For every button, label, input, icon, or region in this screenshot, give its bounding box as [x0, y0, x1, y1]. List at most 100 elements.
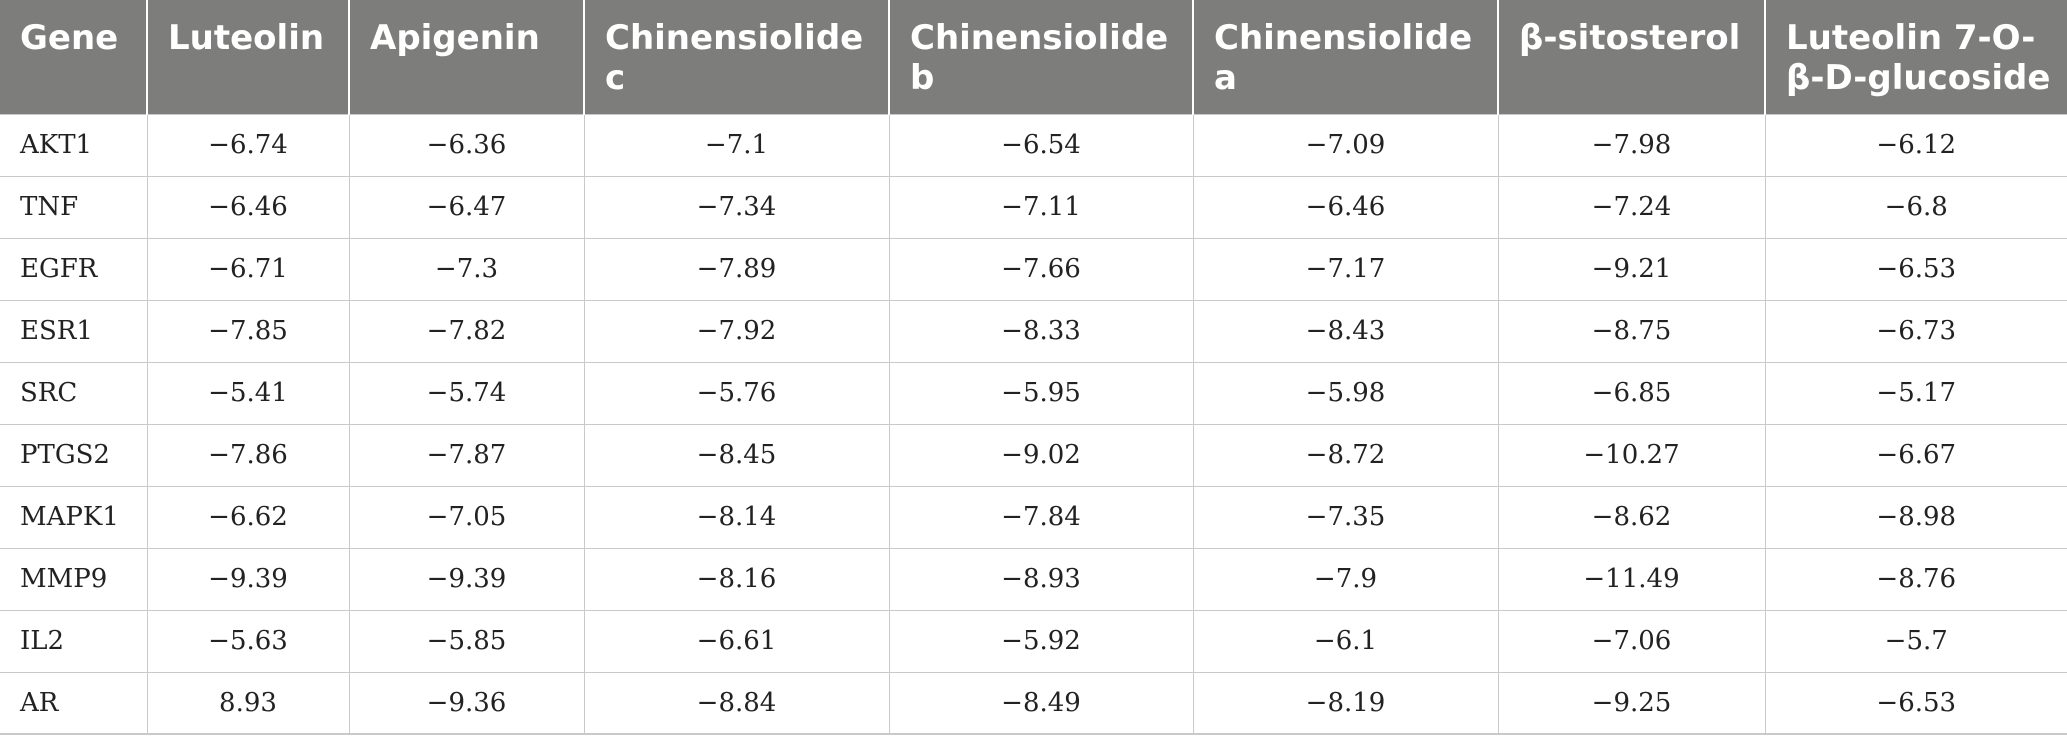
docking-score-cell: −8.93 — [888, 547, 1194, 611]
docking-score-cell: −7.3 — [348, 237, 585, 301]
table-row: TNF −6.46 −6.47 −7.34 −7.11 −6.46 −7.24 −6.8 — [0, 175, 2067, 239]
docking-score-cell: −6.53 — [1764, 237, 2067, 301]
docking-score-cell: −6.53 — [1764, 671, 2067, 735]
docking-score-cell: −8.98 — [1764, 485, 2067, 549]
docking-score-cell: −6.8 — [1764, 175, 2067, 239]
docking-score-cell: −7.34 — [583, 175, 890, 239]
table-row: AR 8.93 −9.36 −8.84 −8.49 −8.19 −9.25 −6.53 — [0, 671, 2067, 735]
header-cell-chinensiolide-a: Chinensiolide a — [1192, 0, 1499, 114]
gene-name-cell: EGFR — [0, 237, 148, 301]
gene-name-cell: AKT1 — [0, 113, 148, 177]
docking-score-cell: −7.05 — [348, 485, 585, 549]
table-row: MAPK1 −6.62 −7.05 −8.14 −7.84 −7.35 −8.62 −8.98 — [0, 485, 2067, 549]
docking-score-cell: −8.16 — [583, 547, 890, 611]
docking-score-cell: −5.41 — [146, 361, 350, 425]
docking-score-cell: −8.45 — [583, 423, 890, 487]
header-cell-gene: Gene — [0, 0, 148, 114]
docking-score-cell: −10.27 — [1497, 423, 1766, 487]
docking-score-cell: −8.76 — [1764, 547, 2067, 611]
docking-score-cell: −7.87 — [348, 423, 585, 487]
docking-score-cell: −9.39 — [348, 547, 585, 611]
docking-score-cell: −6.36 — [348, 113, 585, 177]
gene-name-cell: MAPK1 — [0, 485, 148, 549]
docking-score-cell: −6.61 — [583, 609, 890, 673]
docking-score-cell: −7.98 — [1497, 113, 1766, 177]
docking-score-cell: −7.09 — [1192, 113, 1499, 177]
docking-score-cell: −5.63 — [146, 609, 350, 673]
gene-name-cell: PTGS2 — [0, 423, 148, 487]
docking-score-cell: −7.11 — [888, 175, 1194, 239]
docking-score-cell: −7.9 — [1192, 547, 1499, 611]
docking-score-cell: −7.35 — [1192, 485, 1499, 549]
docking-score-cell: −6.46 — [1192, 175, 1499, 239]
table-row: IL2 −5.63 −5.85 −6.61 −5.92 −6.1 −7.06 −5.7 — [0, 609, 2067, 673]
docking-score-cell: 8.93 — [146, 671, 350, 735]
table-header: Gene Luteolin Apigenin Chinensiolide c C… — [0, 0, 2067, 114]
table-row: PTGS2 −7.86 −7.87 −8.45 −9.02 −8.72 −10.27 −6.6… — [0, 423, 2067, 487]
docking-score-cell: −5.98 — [1192, 361, 1499, 425]
docking-score-cell: −7.86 — [146, 423, 350, 487]
header-cell-luteolin-glucoside: Luteolin 7-O-β-D-glucoside — [1764, 0, 2067, 114]
docking-score-cell: −9.02 — [888, 423, 1194, 487]
gene-name-cell: MMP9 — [0, 547, 148, 611]
docking-score-cell: −5.17 — [1764, 361, 2067, 425]
header-cell-apigenin: Apigenin — [348, 0, 585, 114]
docking-score-cell: −5.95 — [888, 361, 1194, 425]
docking-score-cell: −5.76 — [583, 361, 890, 425]
docking-score-cell: −7.84 — [888, 485, 1194, 549]
docking-score-cell: −8.33 — [888, 299, 1194, 363]
docking-score-cell: −6.62 — [146, 485, 350, 549]
table-row: AKT1 −6.74 −6.36 −7.1 −6.54 −7.09 −7.98 −6.12 — [0, 113, 2067, 177]
docking-score-cell: −7.85 — [146, 299, 350, 363]
docking-score-cell: −9.36 — [348, 671, 585, 735]
header-cell-luteolin: Luteolin — [146, 0, 350, 114]
table-row: EGFR −6.71 −7.3 −7.89 −7.66 −7.17 −9.21 −6.53 — [0, 237, 2067, 301]
docking-score-cell: −6.67 — [1764, 423, 2067, 487]
docking-score-cell: −7.89 — [583, 237, 890, 301]
docking-score-cell: −6.71 — [146, 237, 350, 301]
docking-score-cell: −8.84 — [583, 671, 890, 735]
header-cell-beta-sitosterol: β-sitosterol — [1497, 0, 1766, 114]
docking-score-cell: −5.7 — [1764, 609, 2067, 673]
docking-score-table: Gene Luteolin Apigenin Chinensiolide c C… — [0, 0, 2067, 735]
docking-score-cell: −5.92 — [888, 609, 1194, 673]
docking-score-cell: −6.73 — [1764, 299, 2067, 363]
gene-name-cell: SRC — [0, 361, 148, 425]
docking-score-cell: −7.17 — [1192, 237, 1499, 301]
docking-score-cell: −6.46 — [146, 175, 350, 239]
gene-name-cell: IL2 — [0, 609, 148, 673]
docking-score-cell: −6.74 — [146, 113, 350, 177]
table-row: MMP9 −9.39 −9.39 −8.16 −8.93 −7.9 −11.49 −8.76 — [0, 547, 2067, 611]
docking-score-cell: −7.82 — [348, 299, 585, 363]
gene-name-cell: ESR1 — [0, 299, 148, 363]
docking-score-cell: −8.14 — [583, 485, 890, 549]
docking-score-cell: −8.75 — [1497, 299, 1766, 363]
docking-score-cell: −8.19 — [1192, 671, 1499, 735]
docking-score-cell: −7.66 — [888, 237, 1194, 301]
docking-score-cell: −6.1 — [1192, 609, 1499, 673]
docking-score-cell: −8.43 — [1192, 299, 1499, 363]
header-cell-chinensiolide-c: Chinensiolide c — [583, 0, 890, 114]
gene-name-cell: AR — [0, 671, 148, 735]
docking-score-cell: −7.06 — [1497, 609, 1766, 673]
docking-score-cell: −8.72 — [1192, 423, 1499, 487]
docking-score-cell: −5.74 — [348, 361, 585, 425]
table-body: AKT1 −6.74 −6.36 −7.1 −6.54 −7.09 −7.98 −6.12 TN… — [0, 113, 2067, 735]
docking-score-cell: −9.21 — [1497, 237, 1766, 301]
table-row: ESR1 −7.85 −7.82 −7.92 −8.33 −8.43 −8.75 −6.73 — [0, 299, 2067, 363]
docking-score-cell: −6.54 — [888, 113, 1194, 177]
docking-score-cell: −8.49 — [888, 671, 1194, 735]
docking-score-cell: −6.85 — [1497, 361, 1766, 425]
gene-name-cell: TNF — [0, 175, 148, 239]
docking-score-cell: −7.92 — [583, 299, 890, 363]
header-cell-chinensiolide-b: Chinensiolide b — [888, 0, 1194, 114]
docking-score-cell: −9.39 — [146, 547, 350, 611]
docking-score-cell: −8.62 — [1497, 485, 1766, 549]
docking-score-cell: −11.49 — [1497, 547, 1766, 611]
table-row: SRC −5.41 −5.74 −5.76 −5.95 −5.98 −6.85 −5.17 — [0, 361, 2067, 425]
docking-score-cell: −6.47 — [348, 175, 585, 239]
docking-score-cell: −6.12 — [1764, 113, 2067, 177]
docking-score-cell: −7.1 — [583, 113, 890, 177]
docking-score-cell: −7.24 — [1497, 175, 1766, 239]
docking-score-cell: −5.85 — [348, 609, 585, 673]
